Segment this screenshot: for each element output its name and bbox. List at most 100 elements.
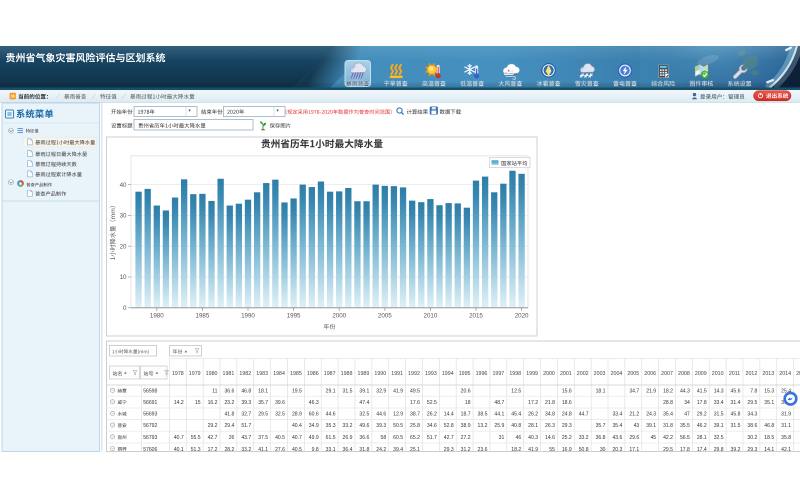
svg-text:1979: 1979 <box>189 371 201 377</box>
svg-text:45.4: 45.4 <box>511 412 521 418</box>
svg-text:2009: 2009 <box>695 371 707 377</box>
svg-text:29.2: 29.2 <box>208 423 218 429</box>
svg-text:44.7: 44.7 <box>579 412 589 418</box>
svg-text:44.3: 44.3 <box>680 389 690 395</box>
svg-text:1989: 1989 <box>358 371 370 377</box>
svg-text:48.7: 48.7 <box>494 400 504 406</box>
svg-text:34.6: 34.6 <box>427 423 437 429</box>
svg-text:51.7: 51.7 <box>241 423 251 429</box>
svg-text:18.7: 18.7 <box>461 412 471 418</box>
svg-text:34.8: 34.8 <box>545 412 555 418</box>
svg-text:33.4: 33.4 <box>714 400 724 406</box>
svg-text:1995: 1995 <box>459 371 471 377</box>
svg-text:33.2: 33.2 <box>579 435 589 441</box>
svg-text:1986: 1986 <box>307 371 319 377</box>
svg-text:35.1: 35.1 <box>764 400 774 406</box>
svg-text:39.1: 39.1 <box>646 423 656 429</box>
svg-text:31.5: 31.5 <box>731 423 741 429</box>
svg-text:37.5: 37.5 <box>258 435 268 441</box>
svg-text:38.6: 38.6 <box>747 423 757 429</box>
svg-text:2015: 2015 <box>469 312 483 319</box>
svg-text:28.9: 28.9 <box>292 412 302 418</box>
svg-text:25.1: 25.1 <box>410 447 420 453</box>
svg-text:1999: 1999 <box>526 371 538 377</box>
svg-text:26.9: 26.9 <box>343 435 353 441</box>
svg-text:1990: 1990 <box>241 312 255 319</box>
svg-text:29.3: 29.3 <box>562 423 572 429</box>
svg-text:57606: 57606 <box>143 447 157 453</box>
svg-text:2007: 2007 <box>661 371 673 377</box>
svg-text:46: 46 <box>515 435 521 441</box>
svg-text:15.3: 15.3 <box>764 389 774 395</box>
svg-text:1991: 1991 <box>391 371 403 377</box>
svg-text:60.5: 60.5 <box>393 435 403 441</box>
svg-text:16.2: 16.2 <box>208 400 218 406</box>
svg-text:21.2: 21.2 <box>629 412 639 418</box>
svg-text:28.2: 28.2 <box>224 447 234 453</box>
svg-text:49.5: 49.5 <box>410 389 420 395</box>
svg-text:2004: 2004 <box>611 371 623 377</box>
svg-text:30: 30 <box>120 213 127 220</box>
svg-text:1993: 1993 <box>425 371 437 377</box>
svg-text:11: 11 <box>212 389 217 395</box>
svg-text:36.8: 36.8 <box>596 435 606 441</box>
svg-text:45.8: 45.8 <box>731 412 741 418</box>
svg-text:42.7: 42.7 <box>208 435 218 441</box>
svg-text:12.5: 12.5 <box>511 389 521 395</box>
svg-text:35.5: 35.5 <box>680 423 690 429</box>
svg-text:24.2: 24.2 <box>376 447 386 453</box>
svg-text:55.5: 55.5 <box>191 435 201 441</box>
svg-text:13.2: 13.2 <box>478 423 488 429</box>
svg-text:31.4: 31.4 <box>731 400 741 406</box>
svg-text:46.3: 46.3 <box>309 400 319 406</box>
svg-text:20: 20 <box>120 243 127 250</box>
svg-text:55: 55 <box>549 447 555 453</box>
svg-text:33.1: 33.1 <box>326 447 336 453</box>
svg-text:1982: 1982 <box>239 371 251 377</box>
svg-text:2008: 2008 <box>678 371 690 377</box>
svg-text:1984: 1984 <box>273 371 285 377</box>
svg-text:43.7: 43.7 <box>241 435 251 441</box>
svg-text:2002: 2002 <box>577 371 589 377</box>
svg-text:1987: 1987 <box>324 371 336 377</box>
svg-text:43: 43 <box>634 423 640 429</box>
svg-text:21.8: 21.8 <box>545 400 555 406</box>
svg-text:44.6: 44.6 <box>326 412 336 418</box>
svg-text:32.5: 32.5 <box>359 412 369 418</box>
svg-text:33.4: 33.4 <box>612 412 622 418</box>
svg-text:2010: 2010 <box>712 371 724 377</box>
svg-text:31.8: 31.8 <box>359 447 369 453</box>
svg-text:41.9: 41.9 <box>393 389 403 395</box>
svg-text:29.6: 29.6 <box>629 435 639 441</box>
svg-text:25.9: 25.9 <box>494 423 504 429</box>
svg-text:33.2: 33.2 <box>343 423 353 429</box>
svg-text:2015: 2015 <box>796 371 800 377</box>
svg-text:50.5: 50.5 <box>393 423 403 429</box>
svg-text:47.4: 47.4 <box>359 400 369 406</box>
svg-text:29.1: 29.1 <box>326 389 336 395</box>
svg-text:25.8: 25.8 <box>410 423 420 429</box>
svg-text:40.5: 40.5 <box>275 435 285 441</box>
svg-text:34.7: 34.7 <box>629 389 639 395</box>
svg-text:2005: 2005 <box>627 371 639 377</box>
svg-text:28.1: 28.1 <box>697 435 707 441</box>
svg-text:32.9: 32.9 <box>376 389 386 395</box>
svg-text:14.3: 14.3 <box>714 389 724 395</box>
svg-text:39.3: 39.3 <box>241 400 251 406</box>
svg-text:27.2: 27.2 <box>461 435 471 441</box>
svg-text:41.1: 41.1 <box>258 447 268 453</box>
svg-text:41.9: 41.9 <box>528 447 538 453</box>
svg-text:29.5: 29.5 <box>747 400 757 406</box>
svg-text:7.8: 7.8 <box>750 389 757 395</box>
svg-text:21.9: 21.9 <box>646 389 656 395</box>
svg-text:29.4: 29.4 <box>224 423 234 429</box>
svg-text:45.6: 45.6 <box>731 389 741 395</box>
svg-text:35.7: 35.7 <box>258 400 268 406</box>
svg-text:26.2: 26.2 <box>528 412 538 418</box>
svg-text:60.6: 60.6 <box>309 412 319 418</box>
svg-text:26.2: 26.2 <box>427 412 437 418</box>
svg-text:40.7: 40.7 <box>292 435 302 441</box>
svg-text:31.9: 31.9 <box>781 412 791 418</box>
svg-text:35.8: 35.8 <box>781 435 791 441</box>
svg-text:31.8: 31.8 <box>663 423 673 429</box>
